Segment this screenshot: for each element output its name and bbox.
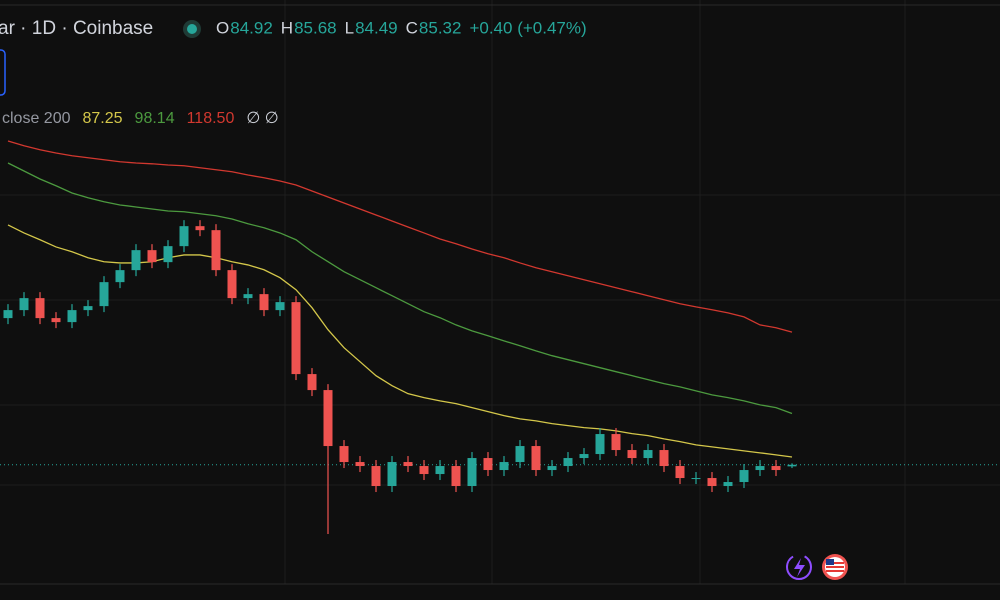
candle-body (259, 294, 269, 311)
candle-body (3, 310, 13, 319)
candle-body (515, 446, 525, 463)
candle-body (579, 454, 589, 459)
candle-body (691, 478, 701, 480)
candle-body (387, 462, 397, 487)
candle-body (163, 246, 173, 263)
candle-body (19, 298, 29, 311)
candle-body (787, 464, 797, 467)
candle-body (323, 390, 333, 447)
candle-body (83, 306, 93, 311)
change: +0.40 (+0.47%) (469, 18, 586, 37)
candle-body (611, 434, 621, 451)
candle-body (675, 466, 685, 479)
lightning-bolt (794, 558, 805, 577)
candle-body (627, 450, 637, 459)
ohlc-label: O (216, 18, 229, 37)
lightning-icon[interactable] (786, 554, 812, 580)
candle-body (339, 446, 349, 463)
indicator-label: close 200 (2, 110, 71, 127)
candle-body (355, 462, 365, 467)
status-dot (187, 24, 197, 34)
candle-body (755, 466, 765, 471)
moving-average (7, 162, 793, 415)
symbol: ar · 1D · Coinbase (0, 18, 153, 39)
ohlc-value: 85.32 (419, 18, 462, 37)
ohlc-label: L (345, 18, 354, 37)
icons (786, 554, 848, 580)
plot (0, 140, 1000, 534)
candle-body (371, 466, 381, 487)
candle-body (467, 458, 477, 487)
candle-body (147, 250, 157, 263)
candle-body (179, 226, 189, 247)
candle-body (595, 434, 605, 455)
candle-body (419, 466, 429, 475)
candle-body (451, 466, 461, 487)
candle-body (499, 462, 509, 471)
grid (0, 0, 1000, 585)
candle-body (435, 466, 445, 475)
candle-body (771, 466, 781, 471)
ohlc-label: H (281, 18, 293, 37)
moving-average (7, 140, 793, 333)
candle-body (211, 230, 221, 271)
candle-body (547, 466, 557, 471)
indicator-extra: ∅ ∅ (246, 110, 278, 127)
candle-body (243, 294, 253, 299)
header: ar · 1D · Coinbase O 84.92 H 85.68 L 84.49 C 85… (0, 18, 587, 127)
candle-body (643, 450, 653, 459)
candle-body (99, 282, 109, 307)
candle-body (51, 318, 61, 323)
candle-body (723, 482, 733, 487)
candle-body (131, 250, 141, 271)
candle-body (195, 226, 205, 231)
candle-body (563, 458, 573, 467)
candle-body (307, 374, 317, 391)
candle-body (291, 302, 301, 375)
ohlc-label: C (406, 18, 418, 37)
flag-canton (826, 559, 834, 565)
candle-body (115, 270, 125, 283)
candle-body (659, 450, 669, 467)
candle-body (483, 458, 493, 471)
indicator-value: 98.14 (135, 110, 175, 127)
indicator-value: 87.25 (83, 110, 123, 127)
indicator-value: 118.50 (187, 110, 235, 127)
candle-body (707, 478, 717, 487)
ohlc-value: 85.68 (294, 18, 337, 37)
candle-body (403, 462, 413, 467)
candle-body (739, 470, 749, 483)
candle-body (67, 310, 77, 323)
candle-body (275, 302, 285, 311)
ohlc-value: 84.49 (355, 18, 398, 37)
ohlc-value: 84.92 (230, 18, 273, 37)
button-edge[interactable] (0, 49, 6, 96)
candle-body (35, 298, 45, 319)
candle-body (227, 270, 237, 299)
candle-body (531, 446, 541, 471)
